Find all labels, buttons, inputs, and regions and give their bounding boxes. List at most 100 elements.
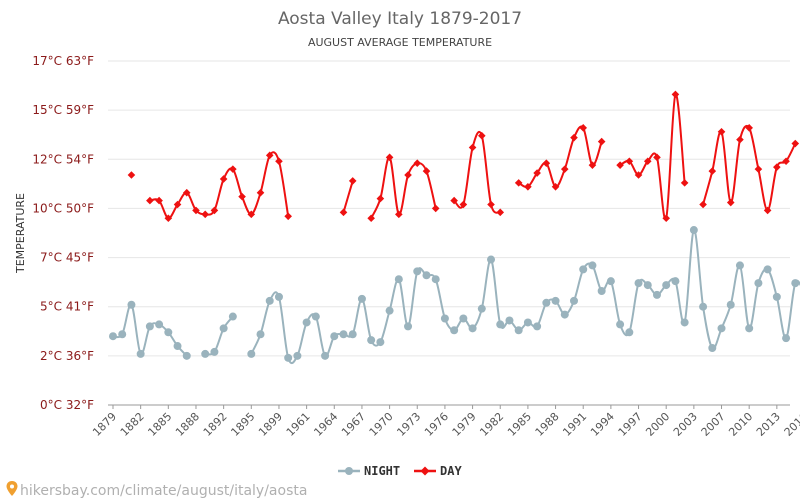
data-point-night[interactable] bbox=[284, 353, 293, 362]
data-point-night[interactable] bbox=[634, 279, 643, 288]
data-point-day[interactable] bbox=[726, 198, 735, 207]
data-point-day[interactable] bbox=[450, 196, 458, 205]
data-point-day[interactable] bbox=[404, 171, 412, 179]
data-point-day[interactable] bbox=[625, 157, 634, 166]
data-point-day[interactable] bbox=[708, 167, 717, 175]
data-point-day[interactable] bbox=[348, 177, 357, 185]
data-point-day[interactable] bbox=[284, 212, 292, 221]
data-point-day[interactable] bbox=[431, 204, 440, 213]
data-point-night[interactable] bbox=[385, 306, 394, 315]
data-point-night[interactable] bbox=[680, 318, 689, 327]
data-point-day[interactable] bbox=[616, 161, 624, 169]
data-point-night[interactable] bbox=[164, 328, 173, 337]
data-point-day[interactable] bbox=[643, 157, 652, 166]
data-point-day[interactable] bbox=[155, 196, 163, 205]
data-point-day[interactable] bbox=[754, 165, 763, 173]
data-point-night[interactable] bbox=[348, 330, 357, 339]
data-point-night[interactable] bbox=[228, 312, 237, 321]
data-point-day[interactable] bbox=[597, 137, 606, 146]
data-point-night[interactable] bbox=[339, 330, 348, 339]
data-point-day[interactable] bbox=[210, 206, 219, 215]
data-point-night[interactable] bbox=[487, 255, 496, 264]
data-point-night[interactable] bbox=[551, 296, 560, 305]
data-point-day[interactable] bbox=[763, 206, 772, 215]
data-point-day[interactable] bbox=[699, 200, 707, 209]
data-point-night[interactable] bbox=[671, 277, 680, 286]
data-point-night[interactable] bbox=[201, 349, 210, 358]
data-point-day[interactable] bbox=[680, 179, 689, 187]
data-point-day[interactable] bbox=[422, 167, 431, 175]
data-point-day[interactable] bbox=[487, 200, 495, 209]
legend[interactable]: NIGHT DAY bbox=[338, 464, 462, 478]
data-point-night[interactable] bbox=[450, 326, 459, 335]
data-point-night[interactable] bbox=[542, 298, 551, 307]
data-point-night[interactable] bbox=[689, 226, 698, 235]
data-point-night[interactable] bbox=[579, 265, 588, 274]
data-point-day[interactable] bbox=[173, 200, 182, 209]
data-point-night[interactable] bbox=[155, 320, 164, 329]
data-point-night[interactable] bbox=[643, 281, 652, 290]
data-point-day[interactable] bbox=[192, 206, 200, 215]
data-point-night[interactable] bbox=[376, 338, 385, 347]
data-point-night[interactable] bbox=[570, 296, 578, 305]
data-point-day[interactable] bbox=[634, 171, 643, 179]
data-point-night[interactable] bbox=[173, 342, 182, 351]
data-point-night[interactable] bbox=[413, 267, 422, 276]
data-point-night[interactable] bbox=[330, 332, 339, 341]
data-point-night[interactable] bbox=[182, 351, 191, 360]
data-point-day[interactable] bbox=[219, 175, 228, 183]
data-point-night[interactable] bbox=[422, 271, 431, 280]
data-point-night[interactable] bbox=[717, 324, 726, 333]
data-point-day[interactable] bbox=[524, 183, 532, 191]
data-point-day[interactable] bbox=[459, 200, 468, 209]
data-point-day[interactable] bbox=[413, 159, 422, 168]
data-point-night[interactable] bbox=[735, 261, 744, 270]
data-point-day[interactable] bbox=[579, 124, 588, 132]
data-point-day[interactable] bbox=[736, 135, 744, 144]
data-point-night[interactable] bbox=[699, 302, 708, 311]
data-point-night[interactable] bbox=[431, 275, 440, 284]
data-point-day[interactable] bbox=[496, 208, 505, 217]
data-point-night[interactable] bbox=[127, 300, 136, 309]
data-point-day[interactable] bbox=[514, 179, 523, 187]
data-point-day[interactable] bbox=[773, 163, 781, 171]
data-point-day[interactable] bbox=[229, 165, 237, 173]
data-point-night[interactable] bbox=[357, 294, 366, 303]
data-point-night[interactable] bbox=[145, 322, 154, 331]
data-point-night[interactable] bbox=[588, 261, 597, 270]
data-point-day[interactable] bbox=[376, 194, 385, 203]
data-point-night[interactable] bbox=[772, 292, 781, 301]
data-point-day[interactable] bbox=[533, 169, 541, 177]
data-point-day[interactable] bbox=[127, 171, 136, 179]
data-point-night[interactable] bbox=[597, 286, 606, 295]
data-point-day[interactable] bbox=[256, 188, 265, 197]
data-point-day[interactable] bbox=[247, 210, 256, 219]
data-point-night[interactable] bbox=[726, 300, 735, 309]
data-point-day[interactable] bbox=[745, 124, 753, 132]
data-point-night[interactable] bbox=[763, 265, 772, 274]
data-point-day[interactable] bbox=[275, 157, 283, 166]
data-point-day[interactable] bbox=[367, 214, 375, 223]
data-point-day[interactable] bbox=[182, 188, 191, 197]
data-point-night[interactable] bbox=[302, 318, 311, 327]
data-point-day[interactable] bbox=[653, 153, 661, 162]
data-point-day[interactable] bbox=[560, 165, 569, 173]
data-point-day[interactable] bbox=[791, 139, 800, 148]
data-point-day[interactable] bbox=[395, 210, 403, 219]
data-point-day[interactable] bbox=[717, 127, 726, 136]
data-point-night[interactable] bbox=[477, 304, 486, 313]
data-point-night[interactable] bbox=[459, 314, 468, 323]
data-point-night[interactable] bbox=[745, 324, 754, 333]
data-point-day[interactable] bbox=[671, 90, 680, 99]
data-point-day[interactable] bbox=[542, 159, 551, 168]
data-point-day[interactable] bbox=[339, 208, 348, 217]
data-point-night[interactable] bbox=[496, 320, 505, 329]
data-point-night[interactable] bbox=[118, 330, 127, 339]
data-point-day[interactable] bbox=[468, 143, 477, 152]
data-point-night[interactable] bbox=[652, 290, 661, 299]
data-point-day[interactable] bbox=[478, 131, 486, 140]
data-point-day[interactable] bbox=[201, 210, 209, 219]
data-point-night[interactable] bbox=[791, 279, 800, 288]
data-point-night[interactable] bbox=[210, 347, 219, 356]
data-point-night[interactable] bbox=[616, 320, 625, 329]
